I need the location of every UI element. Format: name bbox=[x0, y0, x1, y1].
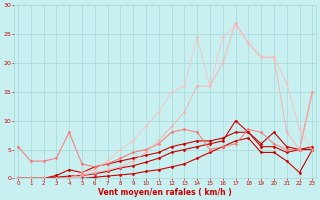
X-axis label: Vent moyen/en rafales ( km/h ): Vent moyen/en rafales ( km/h ) bbox=[98, 188, 232, 197]
